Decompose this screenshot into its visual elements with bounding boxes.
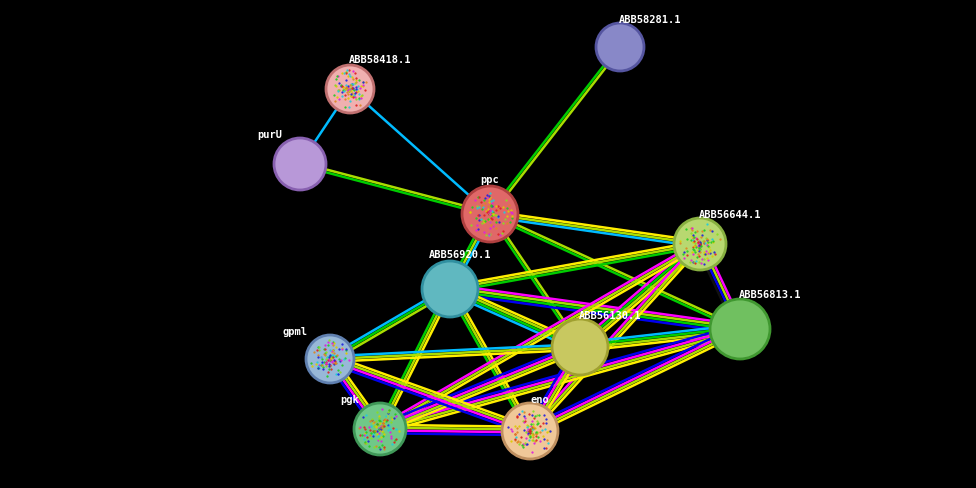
Text: ABB56813.1: ABB56813.1 <box>739 289 801 299</box>
Circle shape <box>462 186 518 243</box>
Text: ABB58281.1: ABB58281.1 <box>619 15 681 25</box>
Circle shape <box>274 139 326 191</box>
Text: purU: purU <box>258 130 282 140</box>
Text: eno: eno <box>531 394 549 404</box>
Circle shape <box>710 299 770 359</box>
Text: ABB56920.1: ABB56920.1 <box>428 249 491 260</box>
Text: ABB56644.1: ABB56644.1 <box>699 209 761 220</box>
Circle shape <box>502 403 558 459</box>
Circle shape <box>552 319 608 375</box>
Text: ABB58418.1: ABB58418.1 <box>348 55 411 65</box>
Circle shape <box>422 262 478 317</box>
Circle shape <box>674 219 726 270</box>
Text: ppc: ppc <box>480 175 500 184</box>
Text: gpml: gpml <box>282 326 307 336</box>
Circle shape <box>354 403 406 455</box>
Text: ABB56130.1: ABB56130.1 <box>579 310 641 320</box>
Circle shape <box>596 24 644 72</box>
Circle shape <box>306 335 354 383</box>
Text: pgk: pgk <box>341 394 359 404</box>
Circle shape <box>326 66 374 114</box>
